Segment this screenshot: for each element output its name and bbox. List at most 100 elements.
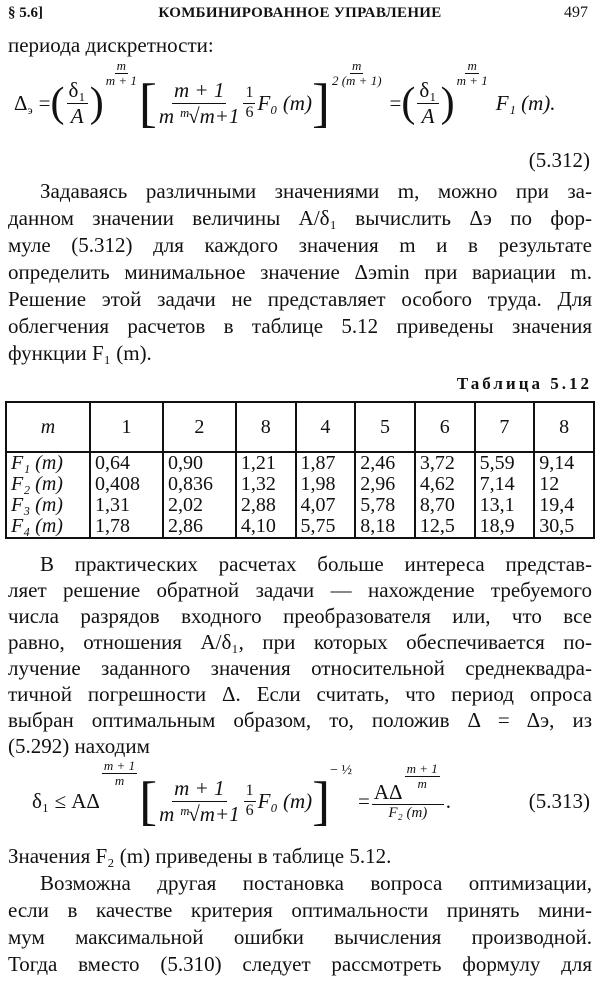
paragraph-1: Задаваясь различными значениями m, можно… (8, 178, 592, 367)
col-header: 1 (89, 402, 163, 453)
cell-value: 8,18 (360, 515, 396, 537)
eq-sign: = (389, 90, 402, 115)
eq-sign: = (358, 788, 370, 813)
col-header: 6 (413, 402, 475, 453)
cell-value: 1,78 (95, 515, 130, 537)
table-cell: 9,14 12 19,4 30,5 (533, 452, 594, 538)
table-cell: 0,64 0,408 1,31 1,78 (89, 452, 163, 538)
equation-number: (5.312) (528, 148, 590, 172)
eq-lhs: δ₁ ≤ AΔ (32, 788, 100, 813)
text-line: выбран оптимальным образом, то, положив … (8, 708, 592, 732)
table-cell: 1,87 1,98 4,07 5,75 (294, 452, 356, 538)
cell-value: 1,87 (300, 452, 336, 474)
cell-value: 4,07 (300, 494, 336, 516)
intro-line: периода дискретности: (8, 33, 214, 57)
table-cell: 2,46 2,96 5,78 8,18 (354, 452, 415, 538)
f0: F₀ (m) (257, 90, 312, 115)
text-line: В практических расчетах больше интереса … (40, 552, 592, 576)
table-cell: 3,72 4,62 8,70 12,5 (413, 452, 475, 538)
table-header-row: m 1 2 8 4 5 6 7 8 (6, 402, 594, 453)
cell-value: 0,64 (95, 452, 130, 474)
ratio: δ₁ A (66, 78, 88, 128)
cell-value: 7,14 (479, 473, 515, 495)
text-line: облегчения расчетов в таблице 5.12 приве… (8, 314, 592, 338)
row-label: F₂ (m) (11, 473, 63, 495)
table-5-12: m 1 2 8 4 5 6 7 8 F₁ (m) F₂ (m) F₃ (m) F₄ (… (5, 401, 595, 539)
cell-value: 4,62 (419, 473, 455, 495)
row-label: F₃ (m) (11, 494, 63, 516)
section-ref: § 5.6] (8, 5, 43, 21)
table-cell: 0,90 0,836 2,02 2,86 (161, 452, 236, 538)
header-m: m (40, 415, 56, 438)
cell-value: 12,5 (419, 515, 455, 537)
text-line: данном значении величины A/δ₁ вычислить … (8, 206, 592, 230)
col-header: 2 (161, 402, 236, 453)
row-labels: F₁ (m) F₂ (m) F₃ (m) F₄ (m) (6, 452, 90, 538)
eq-sign: = (38, 90, 51, 115)
cell-value: 0,90 (167, 452, 203, 474)
cell-value: 0,408 (95, 473, 140, 495)
outer-exponent: − ½ (330, 763, 353, 778)
text-line: если в качестве критерия оптимальности п… (8, 898, 592, 922)
paren-open: ( (401, 80, 416, 126)
cell-value: 12 (539, 473, 560, 495)
row-label: F₄ (m) (11, 515, 63, 537)
ratio: δ₁ A (417, 78, 439, 128)
text-line: Задаваясь различными значениями m, можно… (40, 179, 592, 203)
cell-value: 2,46 (360, 452, 396, 474)
table-caption: Таблица 5.12 (456, 374, 592, 393)
col-header: 4 (294, 402, 356, 453)
cell-value: 18,9 (479, 515, 515, 537)
page-number: 497 (564, 4, 588, 21)
cell-value: 5,75 (300, 515, 336, 537)
bracket-open: [ (138, 73, 157, 133)
col-header: 8 (533, 402, 594, 453)
cell-value: 1,31 (95, 494, 130, 516)
text-line: ляет решение обратной задачи — нахождени… (8, 578, 592, 602)
bracket-close: ] (311, 73, 330, 133)
cell-value: 30,5 (539, 515, 575, 537)
cell-value: 1,21 (240, 452, 276, 474)
row-label: F₁ (m) (11, 452, 63, 474)
text-line: Решение этой задачи не представляет особ… (8, 287, 592, 311)
cell-value: 2,96 (360, 473, 396, 495)
cell-value: 5,59 (479, 452, 515, 474)
text-line: (5.292) находим (8, 734, 150, 758)
col-header: 8 (234, 402, 296, 453)
text-line: лучение заданного значения относительной… (8, 656, 592, 680)
eq-lhs: Δ (14, 90, 28, 115)
cell-value: 5,78 (360, 494, 396, 516)
cell-value: 2,86 (167, 515, 203, 537)
eq-lhs-sub: э (27, 102, 33, 117)
cell-value: 1,98 (300, 473, 336, 495)
text-line: Значения F₂ (m) приведены в таблице 5.12… (8, 844, 392, 868)
paragraph-2: В практических расчетах больше интереса … (8, 551, 592, 759)
cell-value: 0,836 (167, 473, 213, 495)
cell-value: 4,10 (240, 515, 276, 537)
running-header: § 5.6] КОМБИНИРОВАННОЕ УПРАВЛЕНИЕ 497 (8, 2, 592, 26)
cell-value: 9,14 (539, 452, 575, 474)
col-header: 7 (473, 402, 535, 453)
cell-value: 13,1 (479, 494, 515, 516)
cell-value: 2,02 (167, 494, 203, 516)
cell-value: 8,70 (419, 494, 455, 516)
period: . (445, 788, 451, 813)
text-line: мум максимальной ошибки вычисления произ… (8, 925, 592, 949)
running-title: КОМБИНИРОВАННОЕ УПРАВЛЕНИЕ (158, 5, 442, 21)
cell-value: 19,4 (539, 494, 575, 516)
equation-number: (5.313) (528, 788, 590, 813)
col-header: 5 (354, 402, 415, 453)
text-line: тичной погрешности Δ. Если считать, что … (8, 682, 592, 706)
paragraph-3: Значения F₂ (m) приведены в таблице 5.12… (8, 843, 592, 978)
paren-close: ) (440, 80, 455, 126)
paren-close: ) (89, 80, 104, 126)
bracket-open: [ (139, 771, 158, 831)
